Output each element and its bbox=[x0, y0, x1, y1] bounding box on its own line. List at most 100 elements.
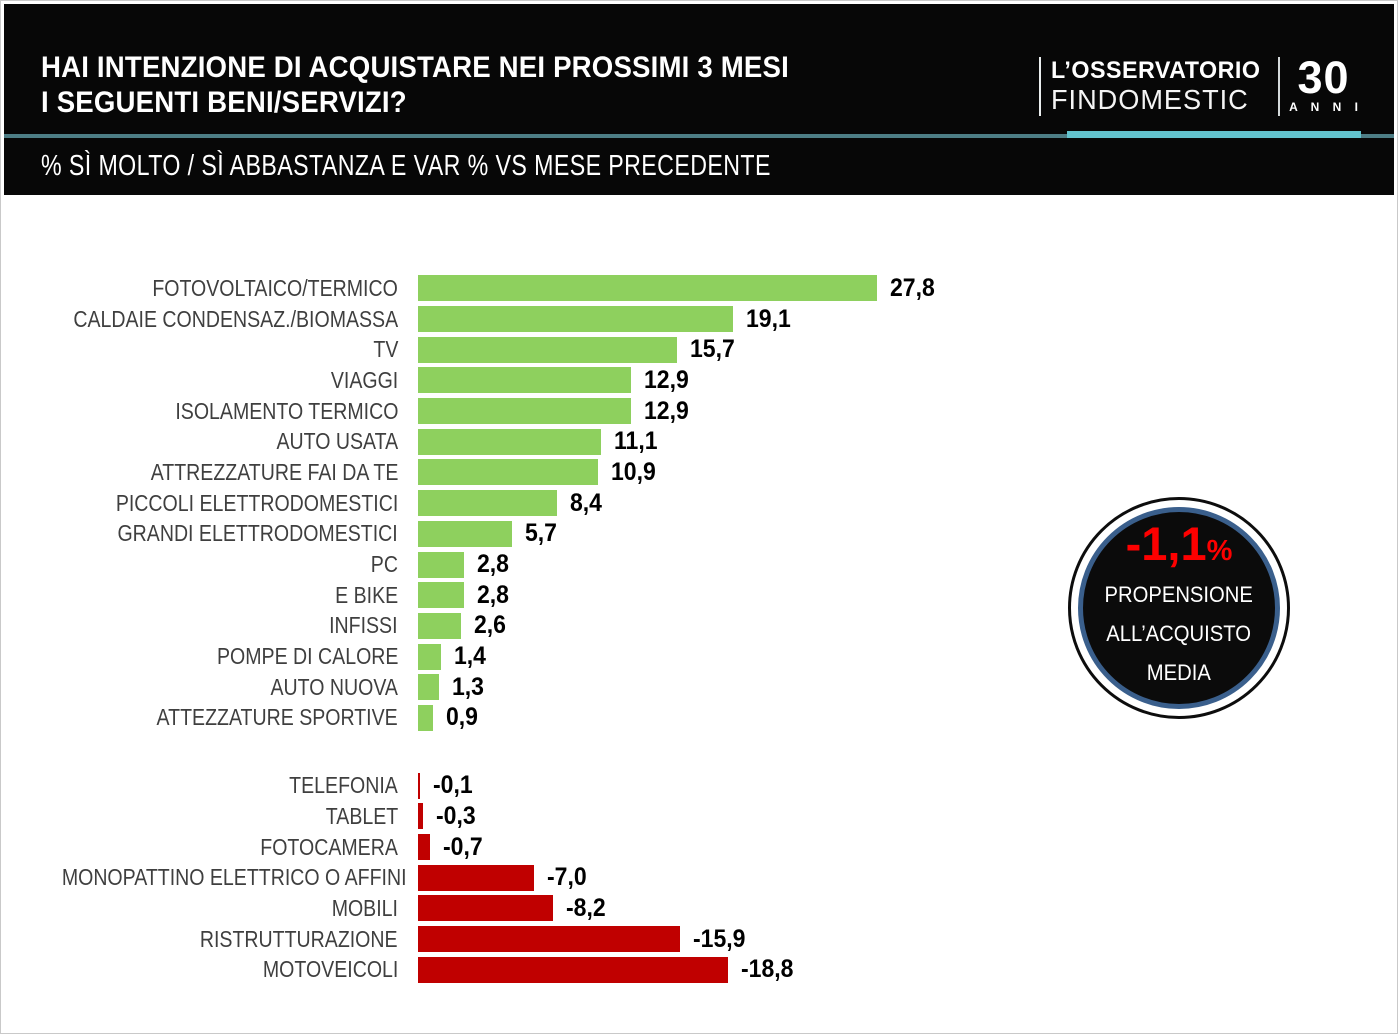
value-label: 1,4 bbox=[454, 642, 487, 671]
negative-bar bbox=[418, 926, 681, 953]
average-propensity-badge: -1,1% PROPENSIONE ALL’ACQUISTO MEDIA bbox=[1068, 497, 1290, 719]
positive-bar bbox=[418, 490, 557, 517]
positive-bar bbox=[418, 367, 631, 394]
value-label: 10,9 bbox=[610, 457, 656, 486]
chart-row: FOTOCAMERA -0,7 bbox=[1, 832, 1061, 863]
value-label: 5,7 bbox=[525, 519, 558, 548]
badge-percent-sign: % bbox=[1206, 535, 1233, 567]
value-label: -7,0 bbox=[546, 863, 587, 892]
value-label: -8,2 bbox=[566, 893, 606, 922]
value-label: 11,1 bbox=[614, 427, 658, 456]
category-label: ATTREZZATURE FAI DA TE bbox=[150, 458, 398, 485]
positive-bar bbox=[418, 398, 631, 425]
logo-line-1: L’OSSERVATORIO bbox=[1051, 57, 1261, 84]
value-label: -0,7 bbox=[442, 832, 483, 861]
category-label: FOTOCAMERA bbox=[260, 833, 398, 860]
value-label: 2,6 bbox=[473, 611, 506, 640]
subtitle-banner: % SÌ MOLTO / SÌ ABBASTANZA E VAR % VS ME… bbox=[4, 138, 1394, 195]
category-label: POMPE DI CALORE bbox=[216, 643, 398, 670]
positive-bar bbox=[418, 674, 440, 701]
chart-row: RISTRUTTURAZIONE -15,9 bbox=[1, 924, 1061, 955]
category-label: TABLET bbox=[325, 802, 398, 829]
chart-row: ATTREZZATURE FAI DA TE 10,9 bbox=[1, 457, 1061, 488]
chart-row: INFISSI 2,6 bbox=[1, 611, 1061, 642]
chart-row: CALDAIE CONDENSAZ./BIOMASSA 19,1 bbox=[1, 304, 1061, 335]
category-label: MOTOVEICOLI bbox=[262, 956, 398, 983]
value-label: 27,8 bbox=[889, 273, 935, 302]
category-label: ATTEZZATURE SPORTIVE bbox=[156, 704, 398, 731]
category-label: MONOPATTINO ELETTRICO O AFFINI bbox=[61, 864, 407, 891]
category-label: FOTOVOLTAICO/TERMICO bbox=[152, 274, 398, 301]
badge-value-number: -1,1 bbox=[1125, 517, 1207, 570]
value-label: 12,9 bbox=[643, 396, 689, 425]
value-label: -15,9 bbox=[693, 924, 746, 953]
logo-line-2: FINDOMESTIC bbox=[1051, 84, 1249, 115]
category-label: RISTRUTTURAZIONE bbox=[200, 925, 398, 952]
negative-bars-section: TELEFONIA -0,1 TABLET -0,3 FOTOCAMERA -0,7 MON… bbox=[1, 770, 1061, 985]
positive-bar bbox=[418, 582, 465, 609]
chart-row: TV 15,7 bbox=[1, 334, 1061, 365]
chart-row: GRANDI ELETTRODOMESTICI 5,7 bbox=[1, 519, 1061, 550]
positive-bar bbox=[418, 612, 461, 639]
positive-bar bbox=[418, 275, 877, 302]
badge-text-line-3: MEDIA bbox=[1146, 660, 1212, 685]
category-label: E BIKE bbox=[334, 581, 398, 608]
chart-subtitle: % SÌ MOLTO / SÌ ABBASTANZA E VAR % VS ME… bbox=[41, 150, 771, 182]
chart-row: MOBILI -8,2 bbox=[1, 893, 1061, 924]
chart-row: PC 2,8 bbox=[1, 549, 1061, 580]
page-title: HAI INTENZIONE DI ACQUISTARE NEI PROSSIM… bbox=[41, 50, 789, 120]
positive-bar bbox=[418, 520, 513, 547]
negative-bar bbox=[418, 956, 729, 983]
chart-row: E BIKE 2,8 bbox=[1, 580, 1061, 611]
negative-bar bbox=[418, 895, 554, 922]
title-line-1: HAI INTENZIONE DI ACQUISTARE NEI PROSSIM… bbox=[41, 51, 789, 84]
value-label: -0,1 bbox=[432, 771, 473, 800]
positive-bar bbox=[418, 643, 442, 670]
positive-bar bbox=[418, 704, 433, 731]
category-label: CALDAIE CONDENSAZ./BIOMASSA bbox=[73, 305, 398, 332]
positive-bar bbox=[418, 459, 598, 486]
category-label: PC bbox=[370, 551, 398, 578]
badge-inner-circle: -1,1% PROPENSIONE ALL’ACQUISTO MEDIA bbox=[1078, 507, 1280, 709]
chart-row: AUTO USATA 11,1 bbox=[1, 426, 1061, 457]
chart-row: POMPE DI CALORE 1,4 bbox=[1, 641, 1061, 672]
chart-row: AUTO NUOVA 1,3 bbox=[1, 672, 1061, 703]
chart-row: ATTEZZATURE SPORTIVE 0,9 bbox=[1, 703, 1061, 734]
positive-bar bbox=[418, 428, 602, 455]
positive-bar bbox=[418, 551, 465, 578]
value-label: 19,1 bbox=[746, 304, 791, 333]
category-label: ISOLAMENTO TERMICO bbox=[174, 397, 398, 424]
negative-bar bbox=[418, 772, 420, 799]
value-label: 1,3 bbox=[452, 672, 485, 701]
chart-row: VIAGGI 12,9 bbox=[1, 365, 1061, 396]
category-label: MOBILI bbox=[331, 894, 398, 921]
badge-value: -1,1% bbox=[1126, 520, 1233, 575]
logo-anni: A N N I bbox=[1289, 100, 1363, 114]
header-divider-line bbox=[4, 131, 1394, 141]
badge-text-line-1: PROPENSIONE bbox=[1104, 582, 1254, 607]
category-label: AUTO NUOVA bbox=[270, 673, 398, 700]
category-label: VIAGGI bbox=[330, 366, 398, 393]
chart-row: PICCOLI ELETTRODOMESTICI 8,4 bbox=[1, 488, 1061, 519]
positive-bar bbox=[418, 336, 678, 363]
chart-row: FOTOVOLTAICO/TERMICO 27,8 bbox=[1, 273, 1061, 304]
category-label: GRANDI ELETTRODOMESTICI bbox=[117, 520, 398, 547]
value-label: 2,8 bbox=[477, 550, 510, 579]
title-line-2: I SEGUENTI BENI/SERVIZI? bbox=[41, 86, 407, 119]
category-label: TELEFONIA bbox=[289, 772, 398, 799]
negative-bar bbox=[418, 864, 534, 891]
chart-row: TELEFONIA -0,1 bbox=[1, 770, 1061, 801]
positive-bar bbox=[418, 306, 734, 333]
logo-separator bbox=[1278, 57, 1281, 116]
category-label: PICCOLI ELETTRODOMESTICI bbox=[115, 489, 398, 516]
positive-bars-section: FOTOVOLTAICO/TERMICO 27,8 CALDAIE CONDENSA… bbox=[1, 273, 1061, 733]
value-label: 8,4 bbox=[569, 488, 602, 517]
value-label: 15,7 bbox=[690, 335, 735, 364]
header-banner: HAI INTENZIONE DI ACQUISTARE NEI PROSSIM… bbox=[4, 4, 1394, 134]
header-divider-accent bbox=[1067, 131, 1361, 141]
logo-30: 30 bbox=[1297, 52, 1350, 103]
value-label: -0,3 bbox=[435, 801, 476, 830]
chart-row: MONOPATTINO ELETTRICO O AFFINI -7,0 bbox=[1, 862, 1061, 893]
negative-bar bbox=[418, 834, 430, 861]
category-label: TV bbox=[373, 336, 398, 363]
